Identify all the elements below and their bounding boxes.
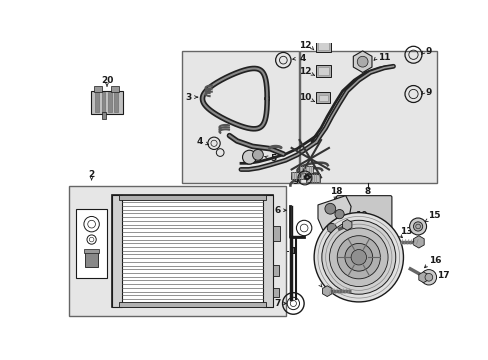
FancyBboxPatch shape [336,195,391,254]
Text: 4: 4 [197,137,203,146]
Text: 20: 20 [101,76,113,85]
Text: 4: 4 [299,54,305,63]
Text: 11: 11 [377,53,390,62]
Text: 12: 12 [298,41,310,50]
Circle shape [337,236,380,279]
Circle shape [420,270,436,285]
Text: 13: 13 [399,226,411,235]
Circle shape [329,228,387,287]
Bar [316,93,329,103]
Circle shape [313,213,403,302]
Bar [118,302,266,307]
Bar [317,42,328,50]
Bar [315,65,330,77]
Text: 7: 7 [274,299,281,308]
Text: 5: 5 [270,154,276,163]
Bar [298,166,312,173]
Bar [76,209,107,278]
Text: 9: 9 [292,176,298,185]
Circle shape [326,223,336,233]
Bar [182,51,298,183]
Bar [290,172,305,180]
Bar [272,288,278,297]
Text: 9: 9 [424,47,430,56]
Bar [114,93,118,112]
Bar [315,40,330,53]
Text: 17: 17 [436,271,449,280]
Bar [68,186,285,316]
Text: 3: 3 [185,93,191,102]
Circle shape [424,274,432,281]
Bar [102,93,105,112]
Text: 2: 2 [88,170,95,179]
Text: 9: 9 [424,88,430,97]
Text: 14: 14 [320,278,332,287]
Bar [272,265,278,276]
Bar [300,51,436,183]
Circle shape [324,203,335,214]
Text: 19: 19 [354,211,367,220]
Text: 8: 8 [364,186,370,195]
Text: 6: 6 [274,206,281,215]
Bar [91,91,123,114]
Bar [95,93,99,112]
Circle shape [409,218,426,235]
Bar [272,226,280,241]
Circle shape [344,243,372,271]
Text: 10: 10 [298,93,310,102]
Polygon shape [317,195,350,237]
Bar [112,195,122,307]
Bar [84,249,99,253]
Text: 1: 1 [290,247,296,256]
Bar [102,112,106,119]
Bar [263,195,272,307]
Bar [112,195,272,307]
Circle shape [242,150,256,164]
Text: 18: 18 [329,186,342,195]
Bar [111,86,118,93]
Circle shape [350,249,366,265]
Bar [317,67,328,75]
Circle shape [413,222,422,231]
Circle shape [321,220,395,294]
Bar [94,86,102,93]
Text: 12: 12 [298,67,310,76]
Circle shape [334,210,344,219]
Bar [306,174,320,182]
Bar [118,195,266,199]
Text: 16: 16 [428,256,441,265]
Bar [107,93,111,112]
Bar [318,95,327,101]
Bar [85,249,98,266]
Circle shape [357,56,367,67]
Text: 15: 15 [427,211,440,220]
Circle shape [252,149,263,160]
